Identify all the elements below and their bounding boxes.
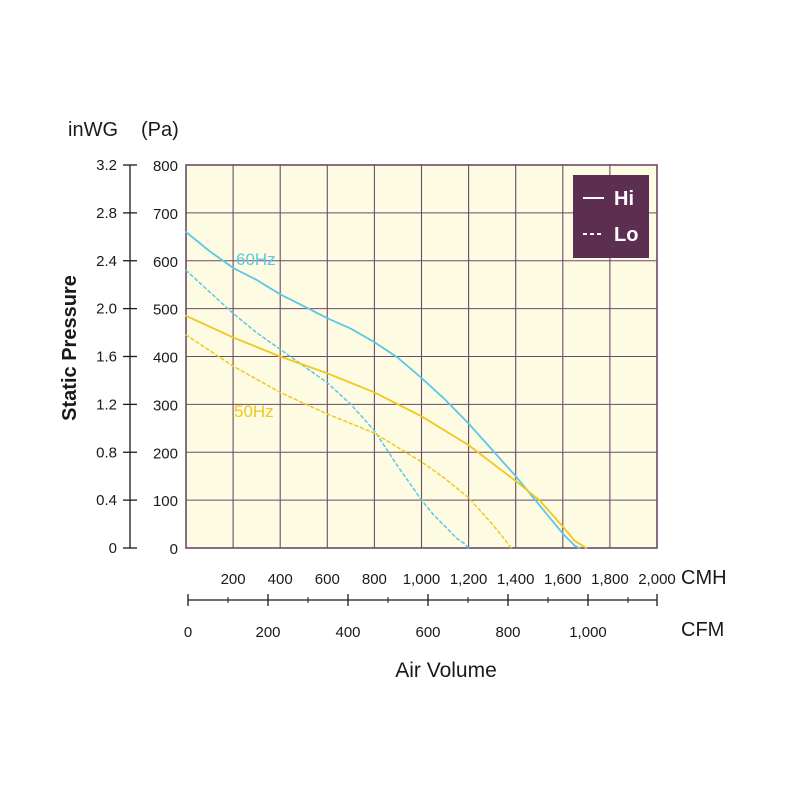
cfm-tick-label: 200 [255,624,280,641]
inwg-tick-label: 0.4 [96,492,117,509]
inwg-axis: 0 0.4 0.8 1.2 1.6 2.0 2.4 2.8 3.2 [96,157,137,557]
cmh-unit-label: CMH [681,567,727,589]
cfm-tick-label: 400 [335,624,360,641]
cmh-tick-label: 200 [221,571,246,588]
cfm-axis: 0 200 400 600 800 1,000 [184,594,658,641]
inwg-tick-label: 2.4 [96,253,117,270]
cfm-tick-label: 0 [184,624,192,641]
cmh-tick-label: 1,200 [450,571,488,588]
series-label-60hz: 60Hz [236,250,276,269]
cfm-tick-label: 600 [415,624,440,641]
pa-tick-label: 500 [153,302,178,319]
pa-tick-label: 200 [153,445,178,462]
pa-unit-label: (Pa) [141,119,179,141]
curve-60hz-lo [185,269,470,549]
inwg-tick-label: 0.8 [96,444,117,461]
pa-tick-label: 800 [153,158,178,175]
inwg-tick-label: 3.2 [96,157,117,174]
cmh-tick-label: 1,800 [591,571,629,588]
inwg-tick-label: 2.0 [96,301,117,318]
plot-frame [185,164,658,549]
x-axis-title: Air Volume [395,659,497,682]
inwg-tick-label: 1.2 [96,396,117,413]
curve-50hz-lo [185,334,512,549]
series-layer [185,231,588,549]
inwg-tick-label: 2.8 [96,205,117,222]
cfm-unit-label: CFM [681,619,724,641]
cmh-tick-label: 2,000 [638,571,676,588]
series-label-50hz: 50Hz [234,402,274,421]
pa-tick-label: 0 [170,541,178,558]
series-labels: 60Hz 50Hz [234,250,276,421]
pa-tick-label: 100 [153,493,178,510]
inwg-tick-label: 0 [109,540,117,557]
legend-box [573,175,649,258]
legend-lo-label: Lo [614,224,638,246]
inwg-unit-label: inWG [68,119,118,141]
inwg-tick-label: 1.6 [96,349,117,366]
curve-60hz-hi [185,231,581,549]
cmh-tick-label: 1,000 [403,571,441,588]
y-axis-title: Static Pressure [59,275,81,421]
pa-tick-label: 400 [153,350,178,367]
legend: Hi Lo [573,175,649,258]
pa-tick-label: 300 [153,397,178,414]
pa-tick-label: 600 [153,254,178,271]
cmh-tick-label: 800 [362,571,387,588]
curve-50hz-hi [185,314,588,549]
pa-tick-label: 700 [153,206,178,223]
cmh-tick-label: 600 [315,571,340,588]
cmh-tick-label: 400 [268,571,293,588]
cfm-tick-label: 1,000 [569,624,607,641]
pa-axis: 0 100 200 300 400 500 600 700 800 [153,158,178,558]
cmh-tick-label: 1,600 [544,571,582,588]
legend-hi-label: Hi [614,188,634,210]
cmh-axis: 200 400 600 800 1,000 1,200 1,400 1,600 1,800 2,0… [221,571,676,588]
cmh-tick-label: 1,400 [497,571,535,588]
cfm-tick-label: 800 [495,624,520,641]
